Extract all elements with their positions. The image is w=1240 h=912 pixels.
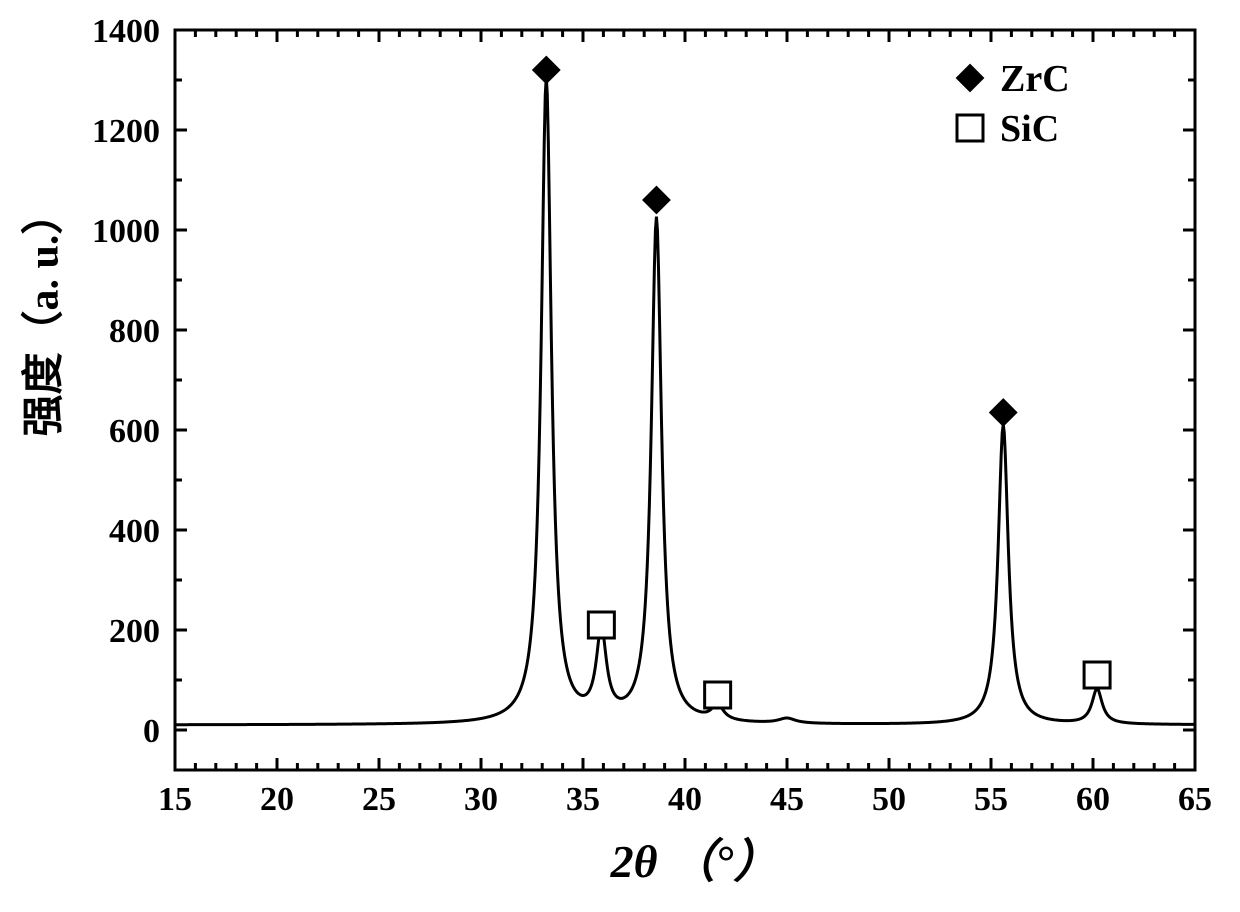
svg-text:45: 45 [770, 781, 804, 818]
svg-text:55: 55 [974, 781, 1008, 818]
svg-text:40: 40 [668, 781, 702, 818]
x-axis-label: 2θ （°） [565, 825, 825, 891]
svg-text:800: 800 [109, 313, 160, 350]
svg-text:1000: 1000 [92, 213, 160, 250]
svg-text:60: 60 [1076, 781, 1110, 818]
svg-text:15: 15 [158, 781, 192, 818]
xrd-chart: 15 20 25 30 35 40 45 50 55 60 65 0 200 400 600 800 1000 1… [0, 0, 1240, 912]
svg-text:400: 400 [109, 513, 160, 550]
svg-text:50: 50 [872, 781, 906, 818]
svg-text:25: 25 [362, 781, 396, 818]
svg-text:65: 65 [1178, 781, 1212, 818]
y-axis-label: 强度（a. u.） [10, 377, 71, 437]
legend-label: SiC [1000, 108, 1059, 150]
svg-text:600: 600 [109, 413, 160, 450]
chart-svg: 15 20 25 30 35 40 45 50 55 60 65 0 200 400 600 800 1000 1… [0, 0, 1240, 912]
svg-text:200: 200 [109, 613, 160, 650]
svg-text:1400: 1400 [92, 13, 160, 50]
svg-text:30: 30 [464, 781, 498, 818]
svg-text:1200: 1200 [92, 113, 160, 150]
svg-text:0: 0 [143, 713, 160, 750]
svg-text:20: 20 [260, 781, 294, 818]
svg-text:35: 35 [566, 781, 600, 818]
legend-label: ZrC [1000, 58, 1070, 100]
